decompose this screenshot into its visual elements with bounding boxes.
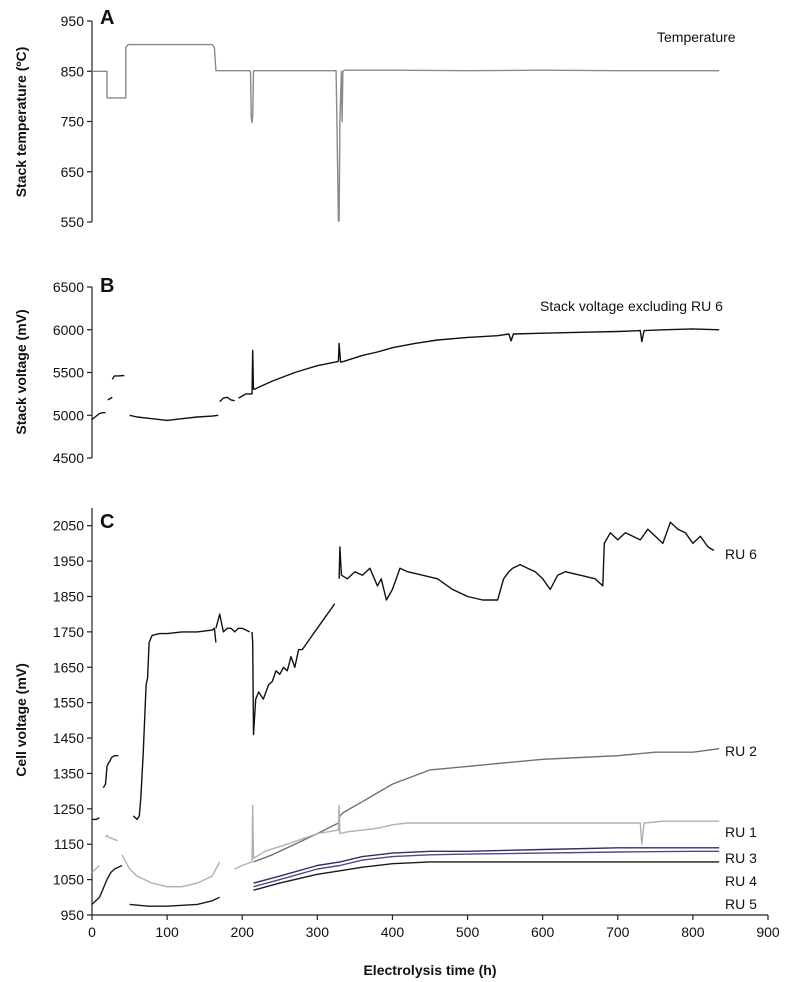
series-line-ru-2 (253, 748, 720, 863)
y-tick-label: 2050 (53, 518, 84, 534)
series-line-stack-voltage-excluding-ru-6 (129, 414, 219, 422)
series-label-ru-2: RU 2 (725, 743, 757, 759)
y-tick-label: 5000 (53, 407, 84, 423)
series-line-ru-6 (251, 603, 336, 736)
panel-a-ylabel: Stack temperature (ºC) (13, 47, 29, 198)
series-line-stack-voltage-excluding-ru-6 (111, 374, 125, 380)
series-line-ru-6 (132, 627, 217, 821)
y-tick-label: 6500 (53, 279, 84, 295)
y-tick-label: 1850 (53, 588, 84, 604)
series-label-ru-4: RU 4 (725, 873, 757, 889)
y-tick-label: 5500 (53, 365, 84, 381)
series-line-ru-6 (92, 817, 100, 821)
y-tick-label: 1650 (53, 659, 84, 675)
x-tick-label: 500 (456, 924, 480, 940)
series-line-ru-1 (104, 834, 118, 842)
panel-c-letter: C (100, 511, 114, 533)
x-tick-label: 600 (531, 924, 555, 940)
y-tick-label: 550 (61, 214, 85, 230)
series-line-stack-voltage-excluding-ru-6 (253, 342, 344, 391)
x-tick-label: 100 (155, 924, 179, 940)
series-line-stack-voltage-excluding-ru-6 (238, 349, 255, 399)
y-tick-label: 1950 (53, 553, 84, 569)
series-label-ru-1: RU 1 (725, 824, 757, 840)
y-tick-label: 950 (61, 13, 85, 29)
panel-a: A Temperature Stack temperature (ºC) 550… (13, 7, 736, 230)
y-tick-label: 750 (61, 114, 85, 130)
panel-a-letter: A (100, 7, 114, 29)
y-tick-label: 1550 (53, 695, 84, 711)
series-line-stack-voltage-excluding-ru-6 (107, 396, 113, 401)
y-tick-label: 4500 (53, 450, 84, 466)
panel-b-letter: B (100, 275, 114, 297)
panel-b: B Stack voltage excluding RU 6 Stack vol… (13, 275, 723, 466)
panel-c-xlabel: Electrolysis time (h) (363, 962, 496, 978)
series-line-ru-6 (338, 521, 715, 601)
panel-c: C Cell voltage (mV) Electrolysis time (h… (13, 508, 780, 978)
series-line-ru-6 (111, 755, 119, 759)
y-tick-label: 1150 (54, 836, 84, 852)
panel-a-series-label: Temperature (657, 29, 736, 45)
series-line-ru-1 (91, 864, 100, 874)
panel-b-ylabel: Stack voltage (mV) (13, 309, 29, 434)
series-line-ru-6 (215, 613, 251, 633)
panel-b-series-label: Stack voltage excluding RU 6 (540, 298, 723, 314)
y-tick-label: 6000 (53, 322, 84, 338)
y-tick-label: 850 (61, 63, 85, 79)
series-line-stack-voltage-excluding-ru-6 (91, 412, 106, 421)
y-tick-label: 1050 (53, 872, 84, 888)
series-line-stack-voltage-excluding-ru-6 (343, 328, 720, 363)
series-line-temperature (92, 43, 720, 222)
x-tick-label: 800 (681, 924, 705, 940)
y-tick-label: 1250 (53, 801, 84, 817)
series-line-stack-voltage-excluding-ru-6 (219, 396, 235, 403)
series-line-ru-4 (253, 850, 720, 888)
series-line-ru-5 (91, 864, 123, 905)
series-label-ru-6: RU 6 (725, 546, 757, 562)
y-tick-label: 1350 (53, 765, 84, 781)
x-tick-label: 700 (606, 924, 630, 940)
series-line-ru-5 (253, 861, 720, 891)
panel-c-ylabel: Cell voltage (mV) (13, 663, 29, 777)
y-tick-label: 1450 (53, 730, 84, 746)
x-tick-label: 0 (88, 924, 96, 940)
y-tick-label: 950 (61, 907, 85, 923)
series-line-ru-3 (253, 847, 720, 884)
x-tick-label: 200 (231, 924, 255, 940)
x-tick-label: 300 (306, 924, 330, 940)
series-line-ru-6 (102, 757, 113, 788)
x-tick-label: 900 (756, 924, 780, 940)
series-label-ru-3: RU 3 (725, 850, 757, 866)
y-tick-label: 650 (61, 164, 85, 180)
series-label-ru-5: RU 5 (725, 896, 757, 912)
series-line-ru-1 (234, 804, 720, 870)
series-line-ru-1 (121, 854, 221, 888)
x-tick-label: 400 (381, 924, 405, 940)
series-line-ru-5 (129, 896, 220, 907)
y-tick-label: 1750 (53, 624, 84, 640)
